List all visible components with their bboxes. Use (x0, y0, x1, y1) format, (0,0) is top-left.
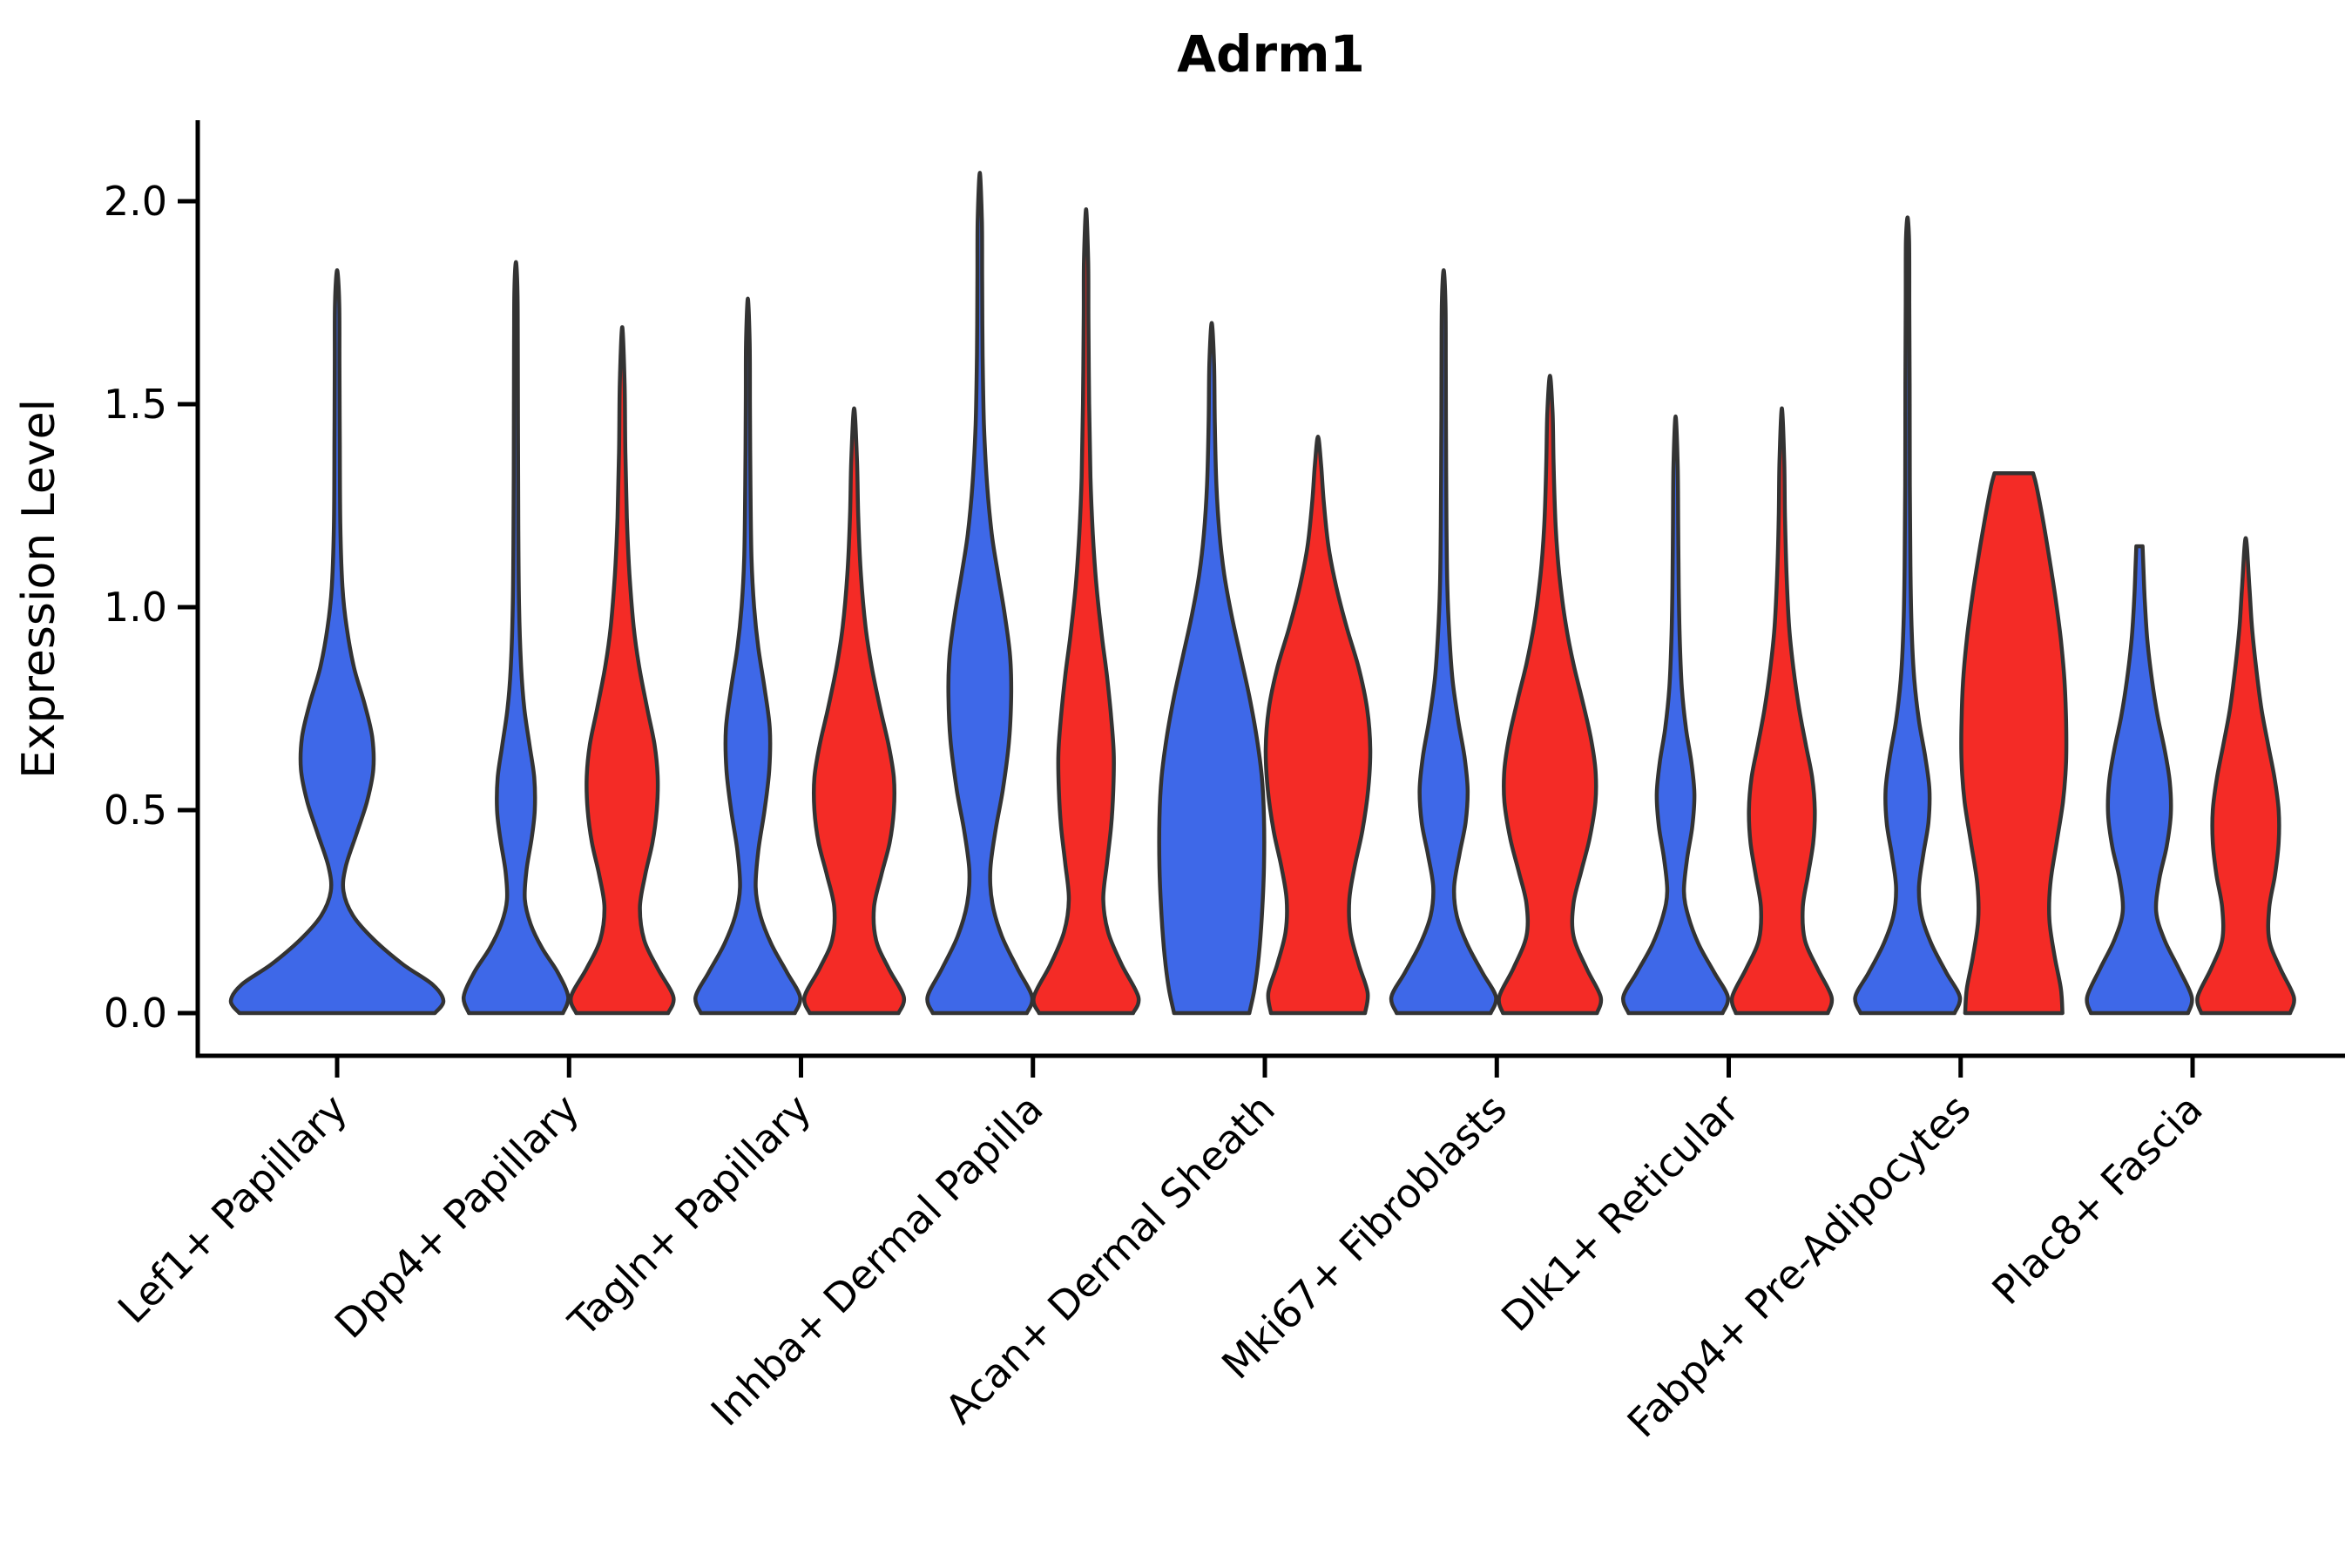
violin-blue-Mki67+ Fibroblasts (1389, 267, 1498, 1016)
violin-blue-Acan+ Dermal Sheath (1157, 321, 1267, 1016)
x-tick-label: Dpp4+ Papillary (326, 1085, 588, 1348)
x-tick-label: Plac8+ Fascia (1983, 1085, 2211, 1314)
violin-blue-Dpp4+ Papillary (461, 260, 571, 1016)
violin-blue-Lef1+ Papillary (228, 267, 446, 1016)
violin-red-Mki67+ Fibroblasts (1497, 374, 1604, 1016)
x-tick-label: Lef1+ Papillary (109, 1085, 356, 1333)
y-tick-label: 0.0 (104, 990, 167, 1037)
violin-blue-Plac8+ Fascia (2085, 544, 2194, 1016)
violin-red-Tagln+ Papillary (801, 406, 907, 1016)
violin-blue-Tagln+ Papillary (693, 296, 802, 1016)
violin-blue-Inhba+ Dermal Papilla (925, 171, 1035, 1016)
violin-red-Inhba+ Dermal Papilla (1031, 207, 1141, 1016)
violin-red-Dpp4+ Papillary (568, 325, 676, 1016)
violin-red-Dlk1+ Reticular (1729, 406, 1835, 1016)
violin-red-Fabp4+ Pre-Adipocytes (1959, 470, 2069, 1016)
violin-red-Acan+ Dermal Sheath (1263, 435, 1373, 1016)
y-tick-label: 0.5 (104, 787, 167, 834)
x-tick-label: Dlk1+ Reticular (1492, 1085, 1747, 1341)
violin-blue-Dlk1+ Reticular (1621, 414, 1730, 1016)
x-tick-label: Tagln+ Papillary (559, 1085, 821, 1347)
chart-title: Adrm1 (1177, 24, 1365, 84)
violin-blue-Fabp4+ Pre-Adipocytes (1853, 215, 1963, 1016)
violins-layer (228, 171, 2296, 1016)
axes-layer (178, 120, 2345, 1078)
y-tick-label: 2.0 (104, 178, 167, 225)
y-tick-label: 1.0 (104, 584, 167, 631)
y-tick-label: 1.5 (104, 381, 167, 428)
y-axis-label: Expression Level (13, 399, 65, 779)
violin-red-Plac8+ Fascia (2195, 536, 2296, 1016)
